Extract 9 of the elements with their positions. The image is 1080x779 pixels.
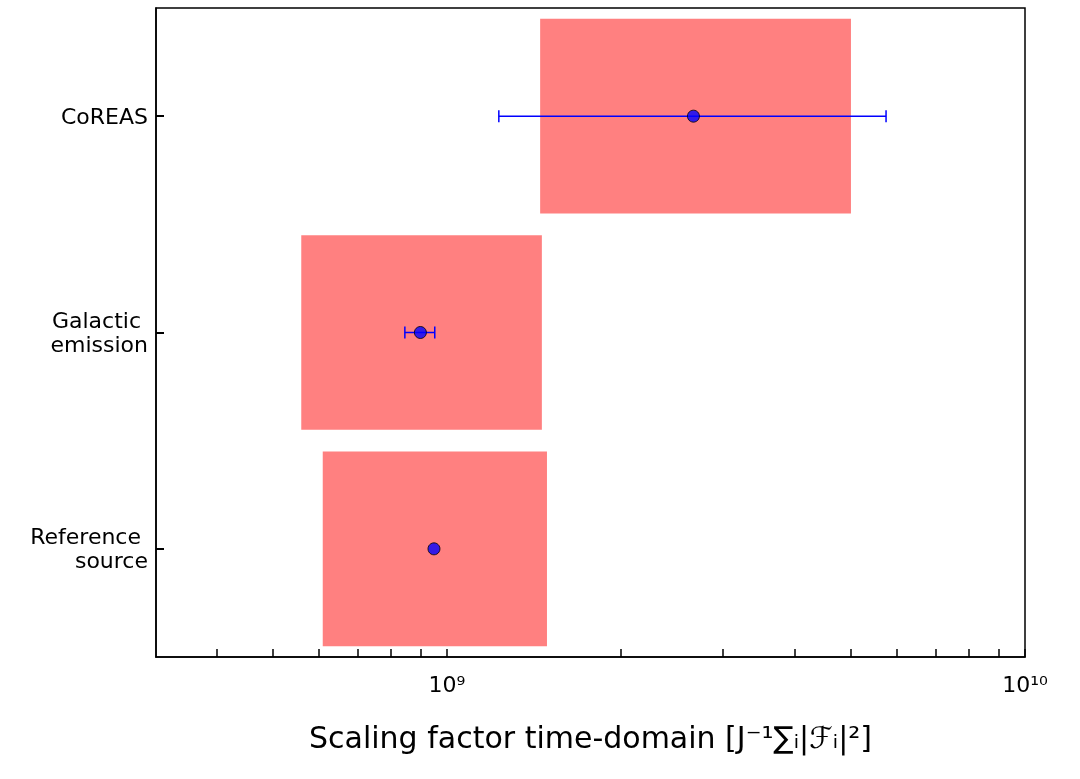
x-tick-label: 10¹⁰	[1002, 671, 1048, 697]
bar	[540, 18, 851, 214]
y-tick-label: Reference source	[30, 524, 148, 574]
x-axis-title: Scaling factor time-domain [J⁻¹∑ᵢ|ℱᵢ|²]	[309, 719, 872, 756]
x-tick-label: 10⁹	[428, 671, 466, 697]
bar	[322, 451, 547, 647]
y-tick-label: CoREAS	[60, 103, 148, 129]
y-tick-label: Galactic emission	[50, 308, 148, 357]
bar	[301, 235, 542, 430]
